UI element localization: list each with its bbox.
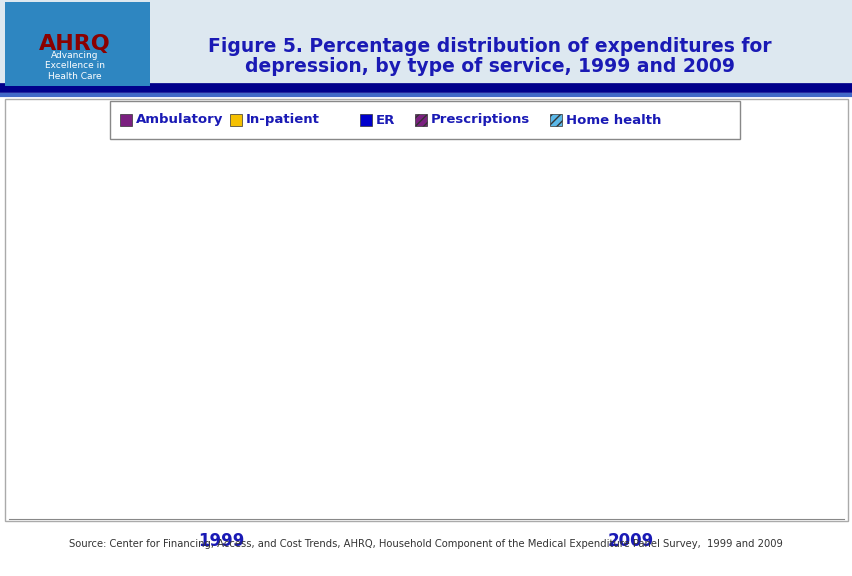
Text: 28.8: 28.8 [61, 414, 98, 429]
Wedge shape [630, 334, 734, 456]
Text: ER: ER [376, 113, 395, 127]
Text: 0.4: 0.4 [682, 480, 709, 495]
Wedge shape [630, 334, 684, 458]
Wedge shape [497, 203, 681, 468]
Text: Advancing
Excellence in
Health Care: Advancing Excellence in Health Care [45, 51, 105, 81]
FancyBboxPatch shape [120, 114, 132, 126]
Text: 20.8: 20.8 [305, 194, 341, 209]
Text: Ambulatory: Ambulatory [135, 113, 223, 127]
Text: 0.4: 0.4 [192, 493, 218, 508]
Text: In-patient: In-patient [245, 113, 320, 127]
Text: AHRQ: AHRQ [39, 34, 111, 54]
Text: 52.8: 52.8 [453, 376, 489, 391]
Wedge shape [222, 200, 350, 334]
Text: 2009: 2009 [607, 532, 653, 550]
Wedge shape [88, 288, 222, 467]
Wedge shape [206, 334, 222, 467]
Text: Home health: Home health [566, 113, 660, 127]
FancyBboxPatch shape [5, 2, 150, 86]
Text: Prescriptions: Prescriptions [430, 113, 530, 127]
Wedge shape [630, 200, 764, 418]
FancyBboxPatch shape [110, 101, 740, 139]
Text: 7.6: 7.6 [719, 459, 745, 474]
FancyBboxPatch shape [230, 114, 242, 126]
Wedge shape [602, 200, 630, 334]
Text: 19.4: 19.4 [108, 190, 144, 204]
Text: depression, by type of service, 1999 and 2009: depression, by type of service, 1999 and… [245, 58, 734, 77]
FancyBboxPatch shape [5, 99, 847, 521]
Text: Source: Center for Financing, Access, and Cost Trends, AHRQ, Household Component: Source: Center for Financing, Access, an… [69, 539, 782, 549]
FancyBboxPatch shape [0, 0, 852, 86]
Wedge shape [210, 299, 355, 468]
Text: 30.6: 30.6 [331, 434, 367, 449]
FancyBboxPatch shape [550, 114, 561, 126]
FancyBboxPatch shape [360, 114, 371, 126]
Text: 1999: 1999 [199, 532, 245, 550]
Text: Figure 5. Percentage distribution of expenditures for: Figure 5. Percentage distribution of exp… [208, 36, 771, 55]
Text: 3.4: 3.4 [600, 161, 625, 176]
FancyBboxPatch shape [415, 114, 427, 126]
Wedge shape [96, 200, 222, 334]
Text: 35.8: 35.8 [763, 255, 799, 270]
